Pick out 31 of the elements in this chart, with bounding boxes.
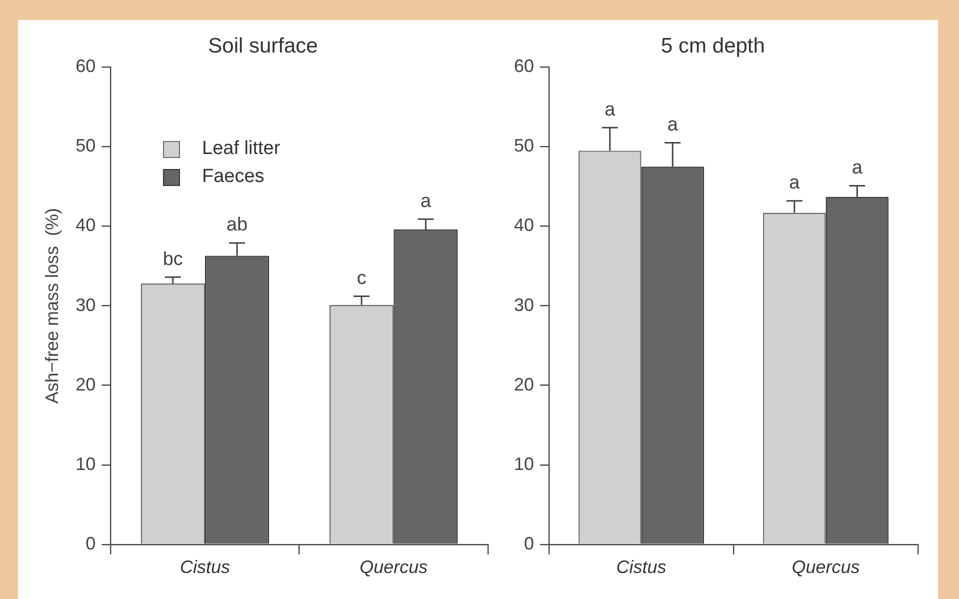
annotation: a xyxy=(420,190,432,212)
y-tick-label: 20 xyxy=(514,374,534,394)
annotation: a xyxy=(604,99,616,120)
annotation: c xyxy=(356,268,366,289)
x-tick-label: Cistus xyxy=(616,557,666,578)
chart-title: Soil surface xyxy=(208,34,318,58)
chart-title: 5 cm depth xyxy=(661,34,765,58)
legend-label: Faeces xyxy=(202,165,264,189)
y-tick-label: 0 xyxy=(86,533,96,554)
annotation: a xyxy=(667,114,678,136)
legend-label: Leaf litter xyxy=(202,137,280,161)
y-tick-label: 10 xyxy=(76,454,96,474)
x-tick-label: Quercus xyxy=(792,557,860,578)
annotation: a xyxy=(852,157,863,178)
y-tick-label: 60 xyxy=(76,56,96,76)
annotation: a xyxy=(789,172,800,194)
y-tick-label: 10 xyxy=(514,454,534,474)
y-axis-title: Ash−free mass loss (%) xyxy=(42,208,62,404)
annotation: ab xyxy=(226,214,248,236)
y-tick-label: 30 xyxy=(76,294,96,315)
y-tick-label: 0 xyxy=(524,533,534,554)
y-tick-label: 50 xyxy=(76,136,96,156)
y-tick-label: 50 xyxy=(514,136,534,156)
y-tick-label: 60 xyxy=(514,56,534,76)
annotation: bc xyxy=(162,248,183,270)
y-tick-label: 40 xyxy=(76,215,96,236)
y-tick-label: 30 xyxy=(514,294,534,315)
y-tick-label: 40 xyxy=(514,215,534,236)
y-tick-label: 20 xyxy=(76,374,96,394)
x-tick-label: Cistus xyxy=(180,557,230,578)
x-tick-label: Quercus xyxy=(360,557,428,578)
